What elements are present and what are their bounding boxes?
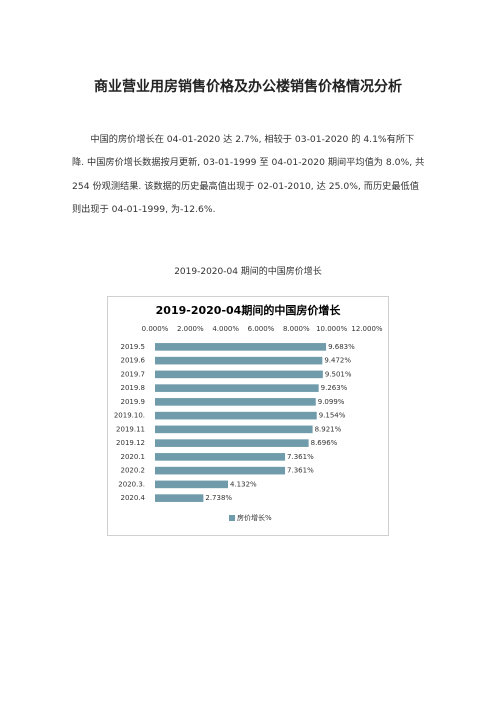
- value-label: 2.738%: [205, 494, 232, 502]
- x-tick-label: 2.000%: [177, 325, 204, 333]
- legend-label: 房价增长%: [237, 513, 272, 522]
- paragraph: 中国的房价增长在 04-01-2020 达 2.7%, 相较于 03-01-20…: [72, 134, 425, 215]
- y-tick-label: 2019.10.: [114, 412, 145, 420]
- y-tick-label: 2019.8: [121, 384, 146, 392]
- x-tick-label: 12.000%: [351, 325, 382, 333]
- doc-title: 商业营业用房销售价格及办公楼销售价格情况分析: [94, 79, 402, 95]
- value-label: 9.154%: [319, 412, 346, 420]
- bar: [155, 384, 319, 392]
- chart-title: 2019-2020-04期间的中国房价增长: [156, 303, 342, 317]
- bar: [155, 494, 204, 502]
- legend-swatch: [229, 515, 235, 521]
- y-tick-label: 2019.7: [121, 370, 146, 378]
- bar: [155, 453, 286, 461]
- value-label: 9.099%: [318, 398, 345, 406]
- y-tick-label: 2020.1: [121, 453, 146, 461]
- x-tick-label: 4.000%: [212, 325, 239, 333]
- bar: [155, 480, 228, 489]
- value-label: 9.501%: [325, 370, 352, 378]
- value-label: 8.921%: [315, 425, 342, 433]
- bar: [155, 466, 286, 475]
- bar: [155, 398, 316, 406]
- value-label: 8.696%: [311, 439, 338, 447]
- value-label: 9.472%: [324, 357, 351, 365]
- bar: [155, 425, 313, 434]
- caption: 2019-2020-04 期间的中国房价增长: [174, 267, 322, 277]
- y-tick-label: 2020.4: [121, 494, 146, 502]
- value-label: 9.683%: [328, 343, 355, 351]
- value-label: 7.361%: [287, 453, 314, 461]
- value-label: 7.361%: [287, 467, 314, 475]
- value-label: 9.263%: [321, 384, 348, 392]
- x-tick-label: 0.000%: [142, 325, 169, 333]
- x-tick-label: 6.000%: [248, 325, 275, 333]
- y-tick-label: 2019.6: [121, 357, 146, 365]
- bar: [155, 356, 323, 365]
- y-tick-label: 2019.11: [116, 425, 145, 433]
- bar: [155, 411, 317, 420]
- x-tick-label: 8.000%: [283, 325, 310, 333]
- bar: [155, 343, 327, 351]
- y-tick-label: 2019.12: [116, 439, 145, 447]
- chart: 2019-2020-04期间的中国房价增长 0.000% 2.000% 4.000%…: [107, 296, 389, 536]
- value-label: 4.132%: [230, 480, 257, 488]
- bar: [155, 370, 323, 379]
- y-tick-label: 2020.2: [121, 467, 146, 475]
- x-tick-label: 10.000%: [316, 325, 347, 333]
- bar: [155, 439, 309, 447]
- y-tick-label: 2019.9: [121, 398, 146, 406]
- y-tick-label: 2020.3.: [118, 480, 145, 488]
- y-tick-label: 2019.5: [121, 343, 146, 351]
